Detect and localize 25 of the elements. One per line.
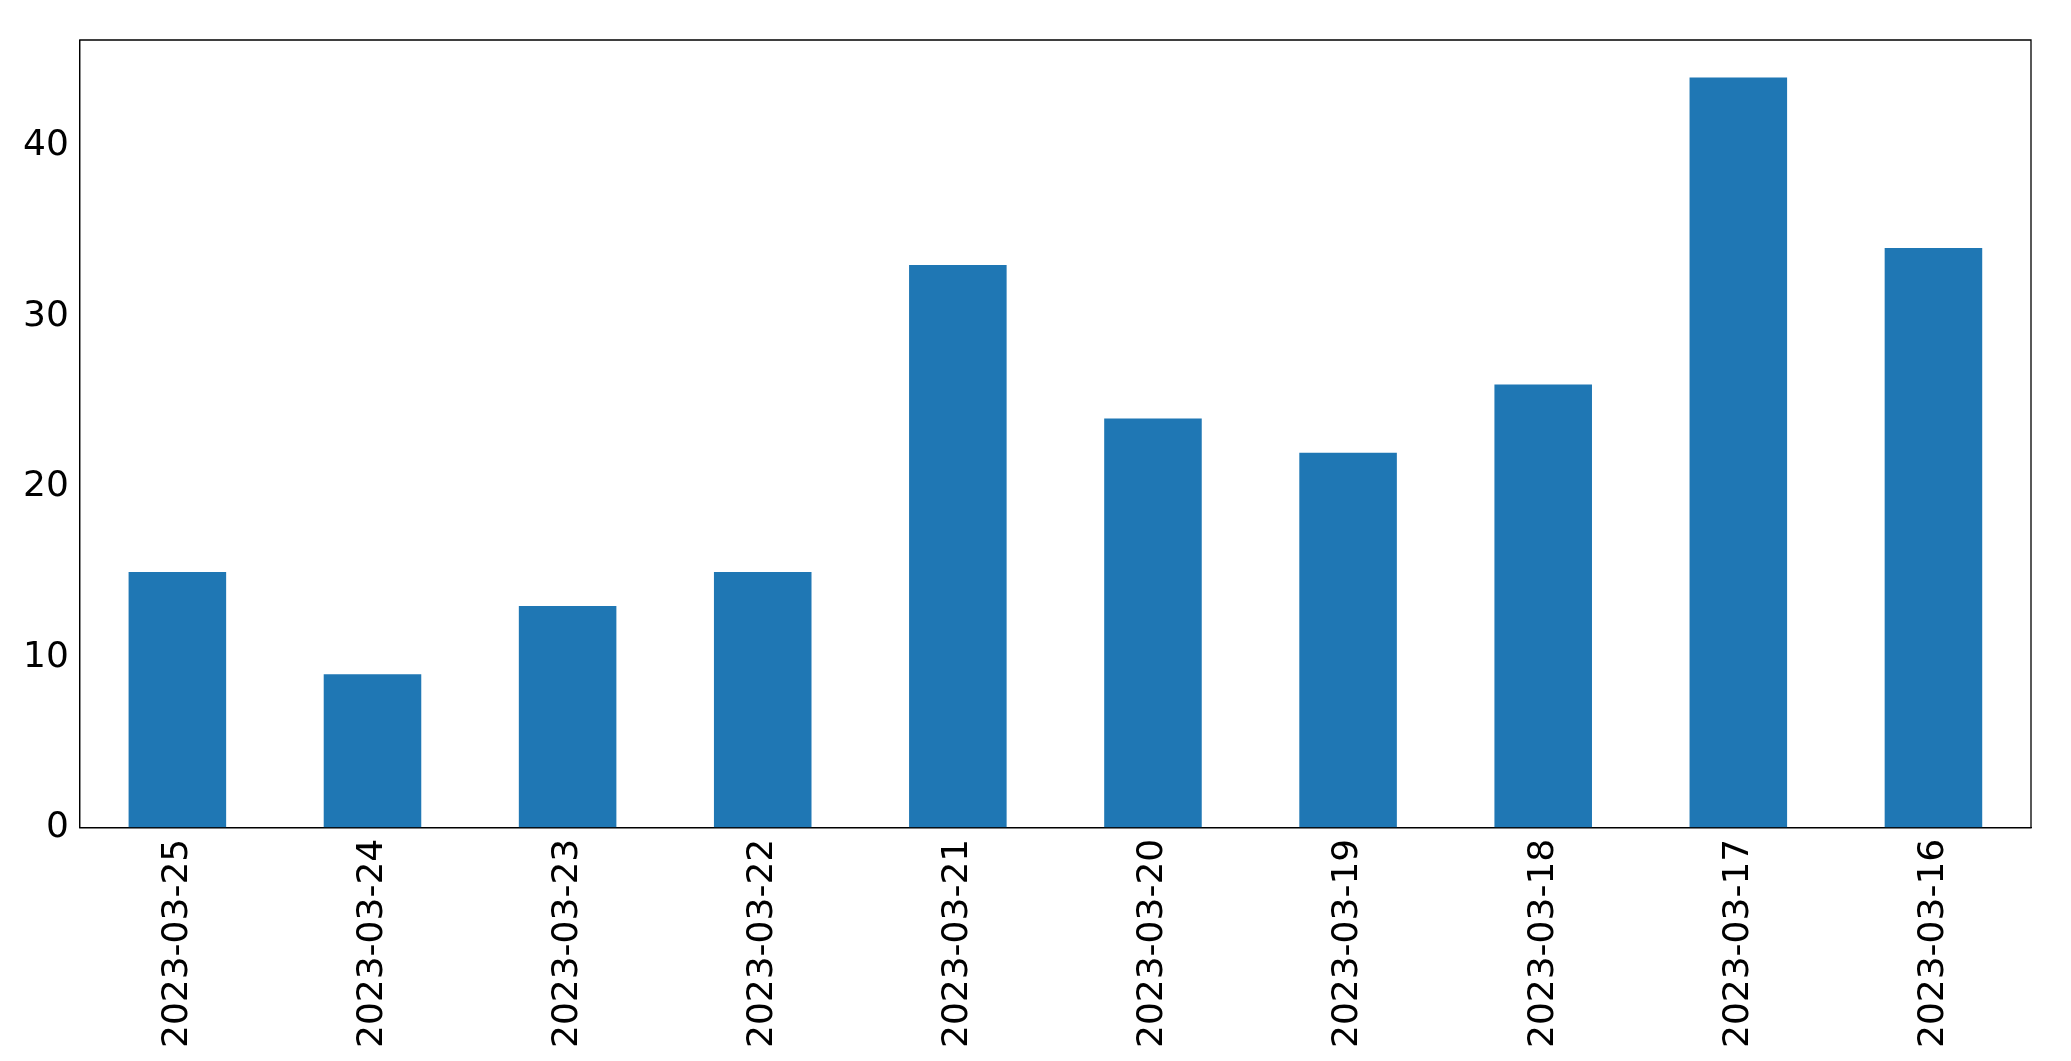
bar: [1104, 418, 1202, 828]
bar: [518, 606, 617, 828]
x-tick-label: 2023-03-23: [543, 838, 585, 1048]
x-tick-label: 2023-03-20: [1129, 838, 1171, 1048]
bar: [128, 572, 227, 828]
bar: [1689, 77, 1788, 828]
y-tick-label: 30: [23, 292, 69, 334]
bar: [1299, 452, 1397, 828]
x-tick-label: 2023-03-25: [153, 838, 195, 1048]
y-tick-label: 40: [23, 122, 69, 164]
x-tick-label: 2023-03-16: [1909, 838, 1951, 1048]
x-tick-label: 2023-03-22: [739, 838, 781, 1048]
bar: [909, 265, 1007, 828]
x-tick-label: 2023-03-19: [1324, 838, 1366, 1048]
bar: [323, 674, 422, 828]
y-tick-label: 10: [23, 633, 69, 675]
bar: [1494, 384, 1592, 828]
x-tick-label: 2023-03-17: [1714, 838, 1756, 1048]
x-tick-label: 2023-03-24: [348, 838, 390, 1048]
bar: [713, 572, 812, 828]
y-tick-label: 20: [23, 463, 69, 505]
bar: [1884, 248, 1983, 828]
x-tick-label: 2023-03-18: [1519, 838, 1561, 1048]
x-tick-label: 2023-03-21: [934, 838, 976, 1048]
y-tick-label: 0: [45, 804, 69, 846]
